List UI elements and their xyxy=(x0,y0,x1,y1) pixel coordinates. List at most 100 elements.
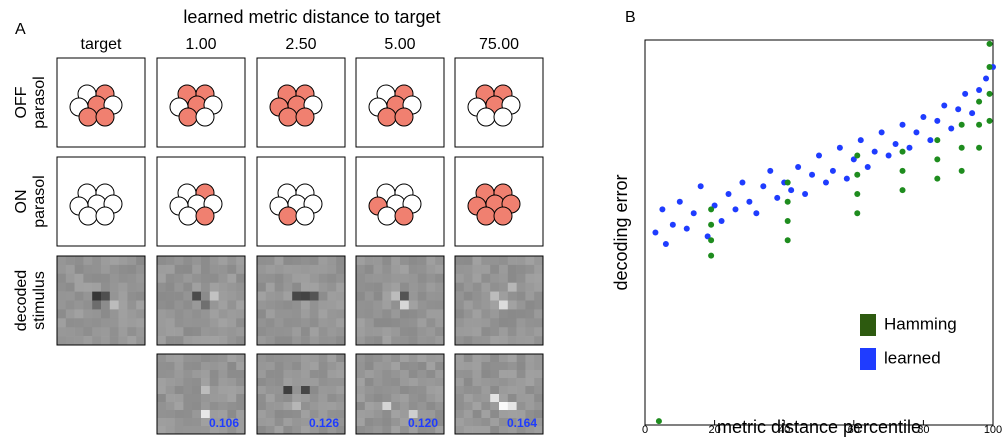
stimulus-pixel xyxy=(236,336,246,346)
stimulus-pixel xyxy=(408,370,418,379)
stimulus-pixel xyxy=(490,426,500,435)
stimulus-pixel xyxy=(83,336,93,346)
receptive-field xyxy=(377,107,397,127)
receptive-field xyxy=(95,206,115,226)
stimulus-pixel xyxy=(265,300,275,310)
stimulus-pixel xyxy=(400,273,410,283)
stimulus-pixel xyxy=(165,291,175,301)
stimulus-pixel xyxy=(218,327,228,337)
stimulus-pixel xyxy=(382,318,392,328)
stimulus-pixel xyxy=(490,291,500,301)
stimulus-pixel xyxy=(192,264,202,275)
stimulus-frame xyxy=(256,353,346,435)
stimulus-pixel xyxy=(318,418,328,427)
stimulus-pixel xyxy=(236,378,246,387)
stimulus-pixel xyxy=(356,256,366,266)
stimulus-pixel xyxy=(481,327,491,337)
stimulus-pixel xyxy=(127,291,137,301)
stimulus-pixel xyxy=(516,410,526,419)
stimulus-pixel xyxy=(309,402,319,411)
stimulus-pixel xyxy=(236,394,246,403)
stimulus-pixel xyxy=(101,282,111,292)
stimulus-pixel xyxy=(364,362,374,371)
point xyxy=(662,241,669,248)
stimulus-pixel xyxy=(157,291,167,301)
stimulus-pixel xyxy=(481,354,491,363)
stimulus-pixel xyxy=(101,300,111,310)
stimulus-pixel xyxy=(373,418,383,427)
stimulus-pixel xyxy=(183,300,193,310)
stimulus-pixel xyxy=(455,318,465,328)
stimulus-pixel xyxy=(336,370,346,379)
stimulus-pixel xyxy=(327,282,337,292)
stimulus-pixel xyxy=(373,394,383,403)
stimulus-pixel xyxy=(408,300,418,310)
point xyxy=(871,148,878,155)
stimulus-pixel xyxy=(265,327,275,337)
stimulus-pixel xyxy=(499,309,509,319)
stimulus-pixel xyxy=(435,336,445,346)
stimulus-pixel xyxy=(516,291,526,301)
stimulus-pixel xyxy=(283,418,293,427)
stimulus-pixel xyxy=(400,282,410,292)
stimulus-pixel xyxy=(318,336,328,346)
stimulus-pixel xyxy=(174,378,184,387)
stimulus-pixel xyxy=(83,309,93,319)
stimulus-pixel xyxy=(274,378,284,387)
stimulus-pixel xyxy=(507,402,517,411)
stimulus-pixel xyxy=(236,256,246,266)
stimulus-pixel xyxy=(218,386,228,395)
stimulus-pixel xyxy=(301,318,311,328)
stimulus-pixel xyxy=(426,418,436,427)
row-label: parasol xyxy=(31,175,48,227)
stimulus-pixel xyxy=(209,362,219,371)
stimulus-pixel xyxy=(463,273,473,283)
point xyxy=(934,175,941,182)
point xyxy=(767,167,774,174)
stimulus-pixel xyxy=(327,309,337,319)
stimulus-pixel xyxy=(364,410,374,419)
point xyxy=(986,90,993,97)
stimulus-pixel xyxy=(218,362,228,371)
stimulus-pixel xyxy=(174,354,184,363)
stimulus-pixel xyxy=(356,370,366,379)
stimulus-pixel xyxy=(209,426,219,435)
stimulus-pixel xyxy=(118,264,128,275)
stimulus-pixel xyxy=(472,378,482,387)
stimulus-pixel xyxy=(183,318,193,328)
stimulus-pixel xyxy=(227,327,237,337)
stimulus-pixel xyxy=(507,370,517,379)
legend-swatch xyxy=(860,314,876,336)
stimulus-pixel xyxy=(227,318,237,328)
stimulus-pixel xyxy=(301,386,311,395)
stimulus-pixel xyxy=(292,282,302,292)
point xyxy=(948,125,955,132)
stimulus-pixel xyxy=(274,418,284,427)
stimulus-pixel xyxy=(157,256,167,266)
stimulus-pixel xyxy=(525,327,535,337)
stimulus-pixel xyxy=(499,256,509,266)
stimulus-pixel xyxy=(356,327,366,337)
stimulus-pixel xyxy=(192,410,202,419)
stimulus-pixel xyxy=(283,386,293,395)
stimulus-pixel xyxy=(417,402,427,411)
stimulus-pixel xyxy=(309,300,319,310)
stimulus-pixel xyxy=(525,273,535,283)
stimulus-pixel xyxy=(364,394,374,403)
stimulus-pixel xyxy=(364,273,374,283)
stimulus-pixel xyxy=(192,394,202,403)
stimulus-pixel xyxy=(265,386,275,395)
stimulus-pixel xyxy=(327,370,337,379)
stimulus-pixel xyxy=(227,402,237,411)
stimulus-pixel xyxy=(257,394,267,403)
point xyxy=(774,194,781,201)
stimulus-pixel xyxy=(318,300,328,310)
stimulus-pixel xyxy=(391,362,401,371)
stimulus-pixel xyxy=(136,336,146,346)
stimulus-pixel xyxy=(472,282,482,292)
stimulus-pixel xyxy=(65,300,75,310)
stimulus-pixel xyxy=(382,264,392,275)
stimulus-pixel xyxy=(127,256,137,266)
stimulus-pixel xyxy=(400,300,410,310)
stimulus-pixel xyxy=(265,418,275,427)
